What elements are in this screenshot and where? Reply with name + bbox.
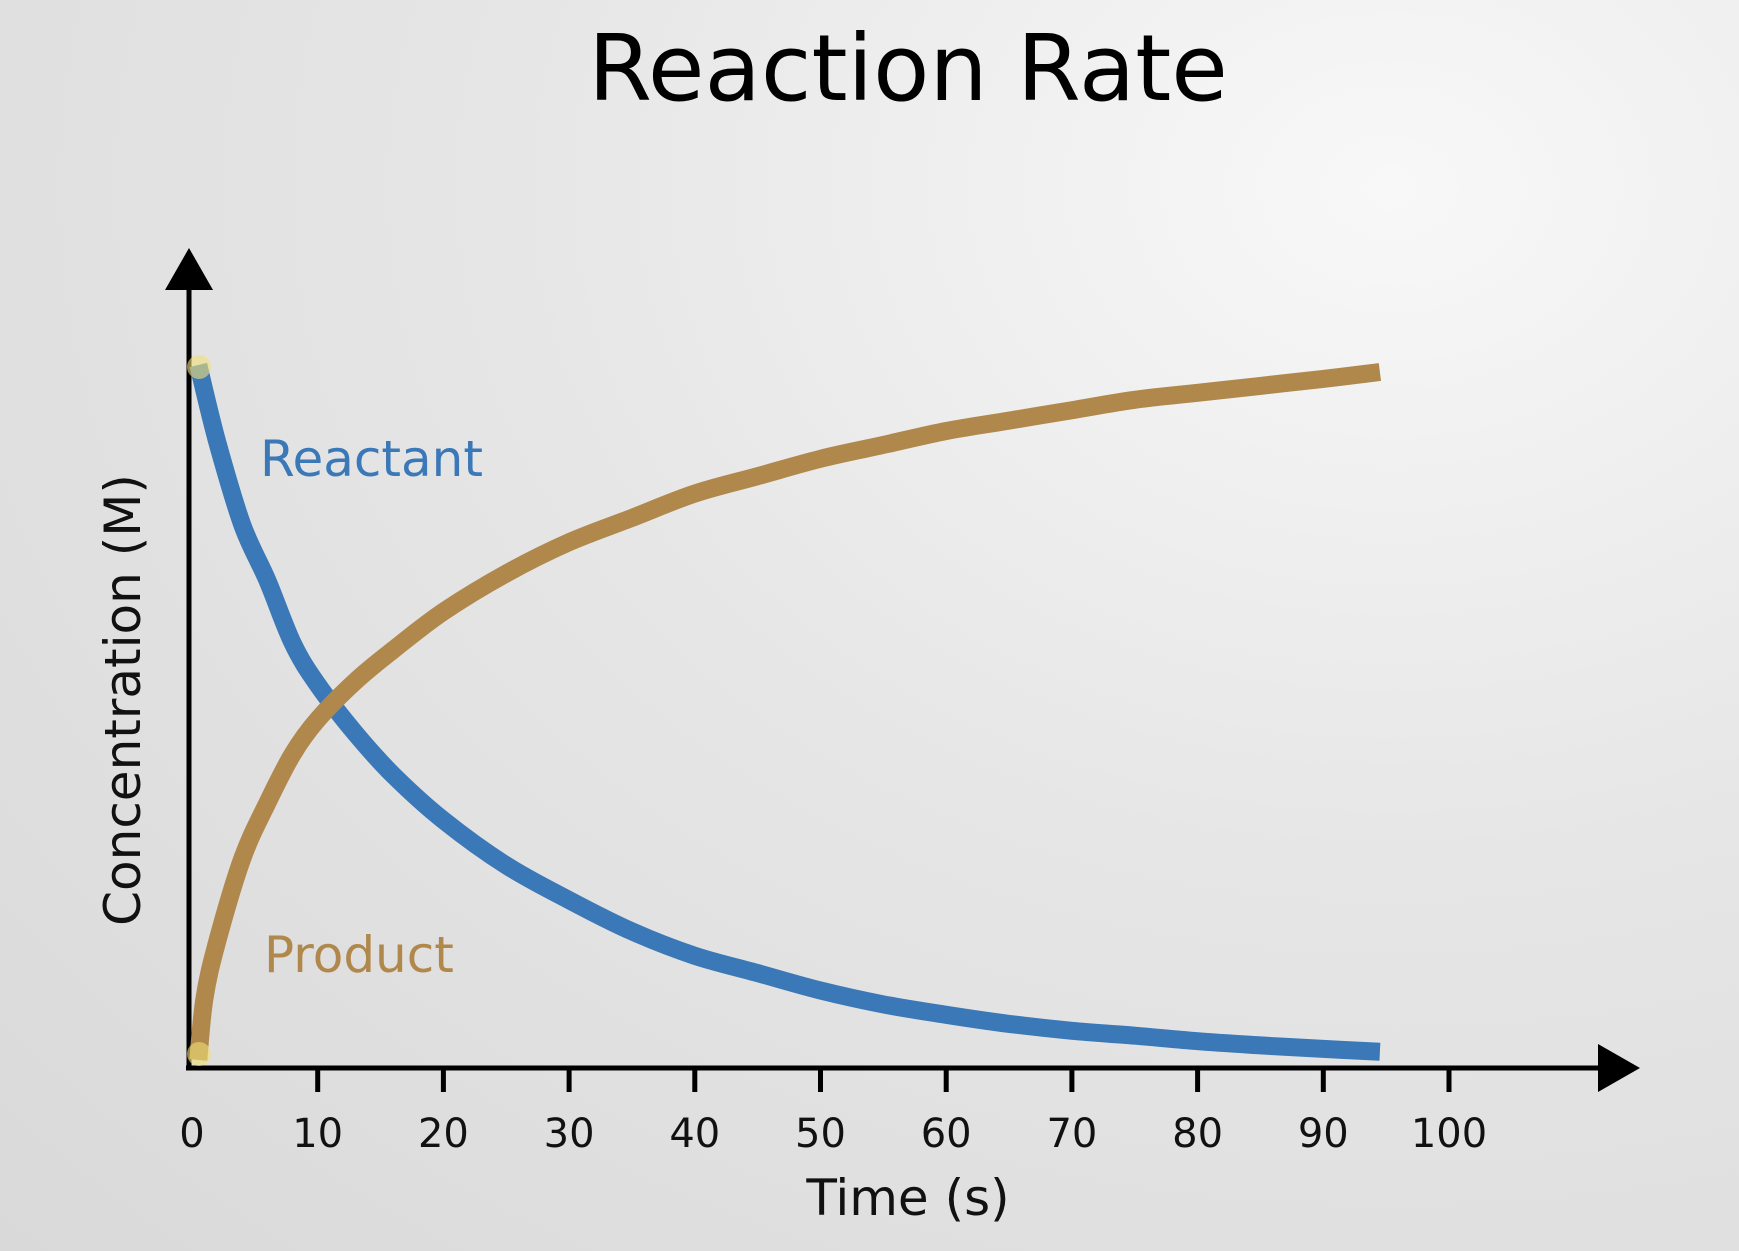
x-tick-labels: 0 10 20 30 40 50 60 70 80 90 100 [179,1111,1487,1157]
reactant-start-glow [187,355,211,379]
x-tick-label-10: 10 [292,1111,343,1157]
x-tick-label-60: 60 [921,1111,972,1157]
x-tick-label-80: 80 [1172,1111,1223,1157]
x-tick-label-30: 30 [544,1111,595,1157]
x-tick-label-20: 20 [418,1111,469,1157]
product-curve [189,363,1381,1061]
x-axis-arrow [1598,1044,1640,1092]
x-ticks [315,1068,1452,1092]
y-axis-arrow [165,248,213,290]
x-tick-label-100: 100 [1411,1111,1487,1157]
x-tick-label-50: 50 [795,1111,846,1157]
x-tick-label-90: 90 [1298,1111,1349,1157]
product-label: Product [264,926,454,984]
reactant-curve [189,362,1381,1061]
reactant-label: Reactant [260,430,483,488]
chart-title: Reaction Rate [588,15,1228,122]
x-tick-label-70: 70 [1046,1111,1097,1157]
y-axis-label: Concentration (M) [94,474,152,926]
x-tick-label-40: 40 [669,1111,720,1157]
product-start-glow [187,1042,211,1066]
series-lines [189,362,1381,1061]
x-axis-label: Time (s) [805,1169,1009,1227]
x-tick-label-0: 0 [179,1111,204,1157]
